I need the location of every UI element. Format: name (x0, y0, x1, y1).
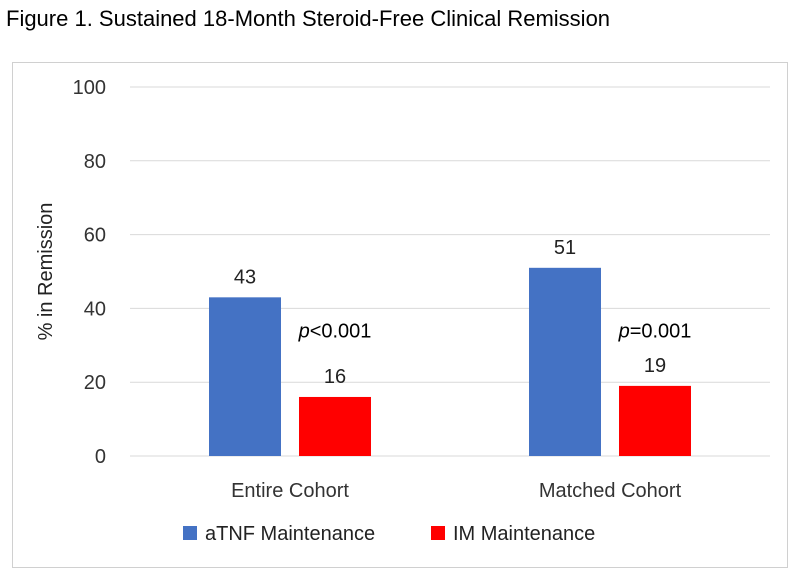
legend-label: aTNF Maintenance (205, 523, 375, 545)
bar (529, 267, 601, 456)
bar (619, 385, 691, 456)
category-label: Matched Cohort (539, 480, 682, 502)
y-tick-label: 80 (84, 151, 106, 173)
data-label: 43 (234, 266, 256, 288)
chart-frame (12, 62, 788, 568)
bar (209, 297, 281, 456)
data-label: 19 (644, 355, 666, 377)
data-labels: 43 16 51 19 (234, 237, 666, 388)
bars (209, 267, 691, 456)
bar (299, 396, 371, 456)
y-tick-label: 20 (84, 372, 106, 394)
p-value-label: p=0.001 (618, 321, 692, 343)
category-label: Entire Cohort (231, 480, 349, 502)
legend-swatch (183, 526, 197, 540)
legend-swatch (431, 526, 445, 540)
y-tick-label: 40 (84, 298, 106, 320)
p-value-annotations: p<0.001 p=0.001 (298, 321, 692, 343)
y-axis-label: % in Remission (35, 203, 57, 341)
data-label: 16 (324, 366, 346, 388)
y-tick-label: 0 (95, 446, 106, 468)
p-value-label: p<0.001 (298, 321, 372, 343)
category-labels: Entire Cohort Matched Cohort (231, 480, 682, 502)
y-tick-label: 60 (84, 225, 106, 247)
y-tick-label: 100 (73, 77, 106, 99)
data-label: 51 (554, 237, 576, 259)
y-axis-ticks: 0 20 40 60 80 100 (73, 77, 106, 468)
legend: aTNF Maintenance IM Maintenance (183, 523, 595, 545)
legend-label: IM Maintenance (453, 523, 595, 545)
figure-title: Figure 1. Sustained 18-Month Steroid-Fre… (6, 6, 611, 31)
